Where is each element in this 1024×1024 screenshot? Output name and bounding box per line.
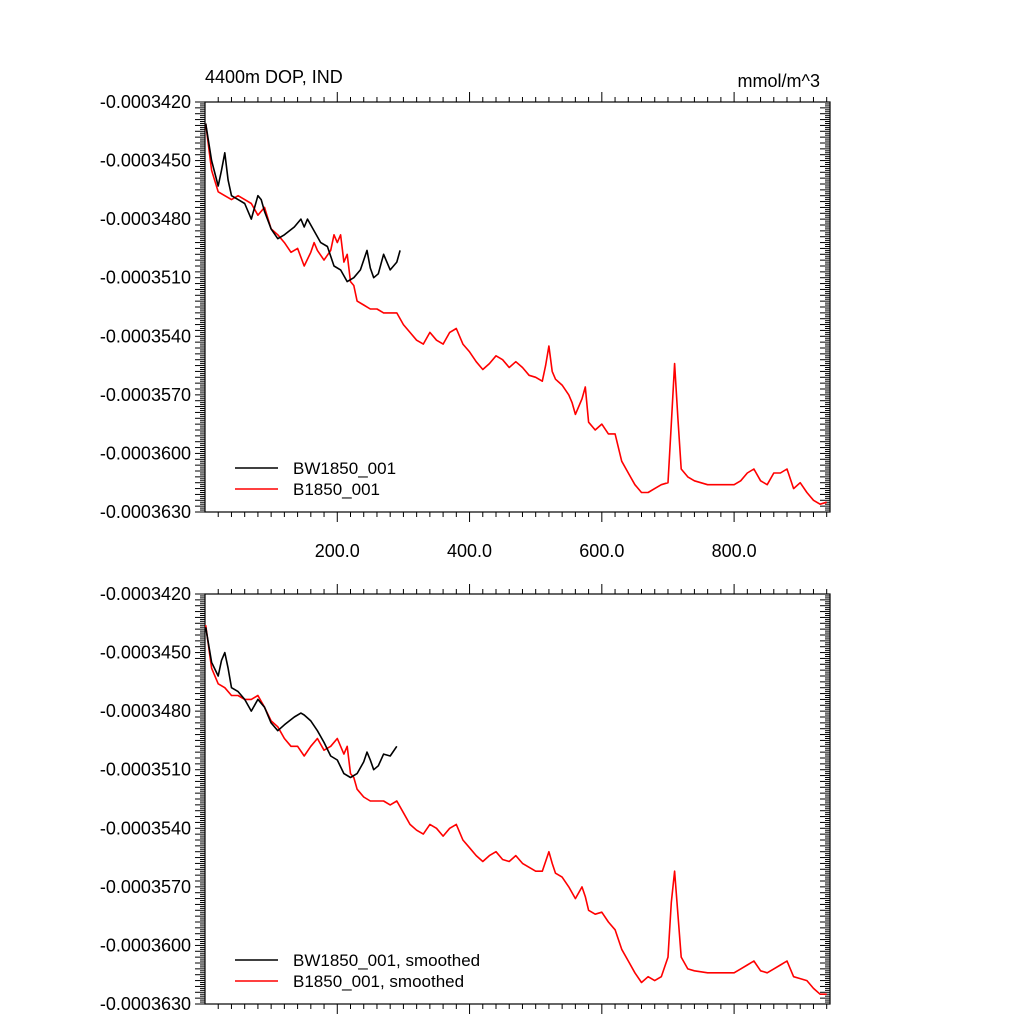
y-tick-label: -0.0003570 <box>100 877 191 897</box>
chart-title: 4400m DOP, IND <box>205 67 343 87</box>
y-tick-label: -0.0003420 <box>100 584 191 604</box>
y-tick-label: -0.0003630 <box>100 502 191 522</box>
y-tick-label: -0.0003540 <box>100 326 191 346</box>
y-tick-label: -0.0003480 <box>100 701 191 721</box>
y-tick-label: -0.0003510 <box>100 268 191 288</box>
y-tick-label: -0.0003480 <box>100 209 191 229</box>
legend-label: B1850_001, smoothed <box>293 972 464 991</box>
series-line-0 <box>205 627 398 779</box>
legend-label: B1850_001 <box>293 480 380 499</box>
x-tick-label: 400.0 <box>447 541 492 561</box>
top-panel: 200.0 400.0 600.0 800.0 -0.0003420 -0.0003450… <box>100 67 831 561</box>
y-tick-label: -0.0003570 <box>100 385 191 405</box>
series-line-1 <box>205 625 827 995</box>
x-tick-label: 200.0 <box>315 541 360 561</box>
y-tick-label: -0.0003600 <box>100 443 191 463</box>
x-tick-label: 600.0 <box>579 541 624 561</box>
series-line-1 <box>205 123 827 505</box>
series-line-0 <box>205 123 401 283</box>
x-tick-label: 800.0 <box>712 541 757 561</box>
y-tick-label: -0.0003540 <box>100 818 191 838</box>
plot-frame <box>204 593 831 1005</box>
legend-label: BW1850_001, smoothed <box>293 951 480 970</box>
y-tick-label: -0.0003510 <box>100 760 191 780</box>
y-tick-label: -0.0003630 <box>100 994 191 1014</box>
plot-frame <box>204 101 831 513</box>
legend-label: BW1850_001 <box>293 459 396 478</box>
y-tick-label: -0.0003600 <box>100 935 191 955</box>
y-tick-label: -0.0003450 <box>100 151 191 171</box>
y-tick-label: -0.0003450 <box>100 643 191 663</box>
units-label: mmol/m^3 <box>738 71 820 91</box>
y-tick-label: -0.0003420 <box>100 92 191 112</box>
bottom-panel: -0.0003420 -0.0003450 -0.0003480 -0.0003510… <box>100 584 831 1014</box>
